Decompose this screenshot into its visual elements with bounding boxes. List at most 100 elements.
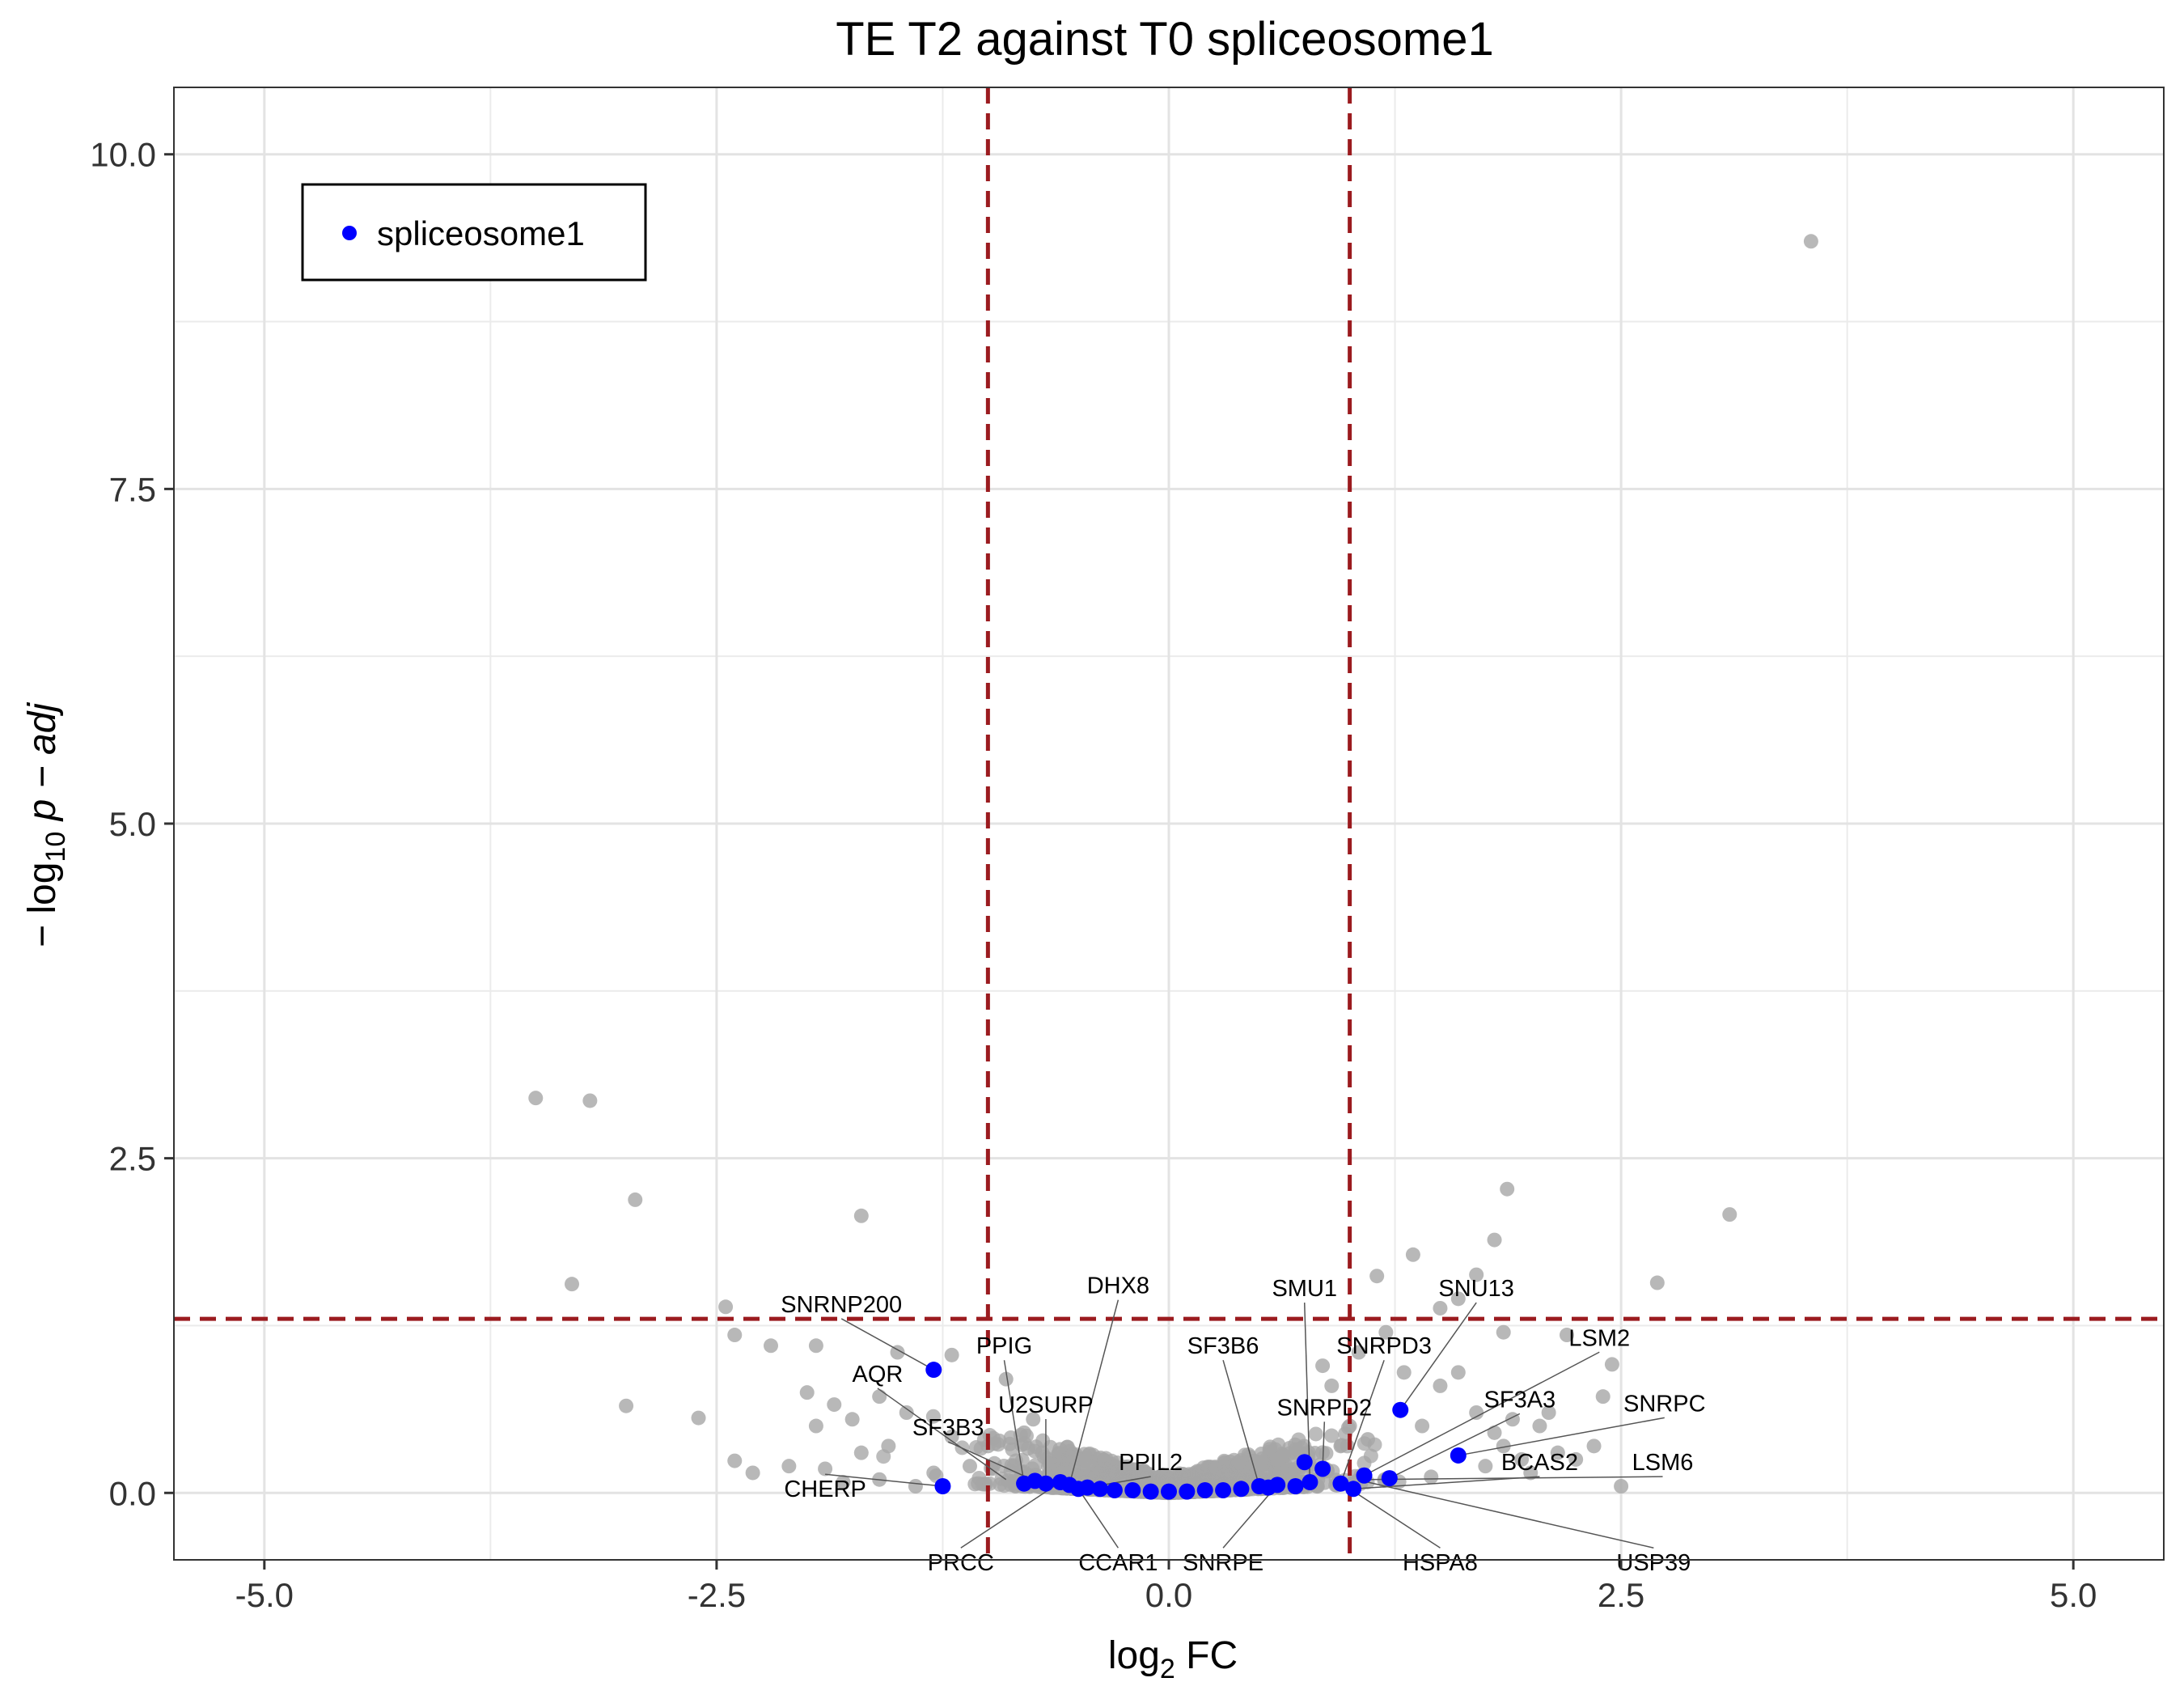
background-point [1496, 1438, 1511, 1454]
gene-label: U2SURP [998, 1392, 1094, 1418]
leader-line [1069, 1299, 1120, 1485]
background-point [727, 1328, 743, 1343]
background-point [1604, 1357, 1619, 1372]
spliceosome-point [1381, 1470, 1398, 1487]
background-point [1026, 1412, 1041, 1427]
spliceosome-point [1161, 1483, 1177, 1500]
background-point [1541, 1405, 1556, 1420]
background-point [1424, 1469, 1439, 1485]
y-axis-title: − log10 p − adj [21, 702, 71, 947]
x-axis-title-main: log [1108, 1634, 1160, 1677]
background-point [1333, 1438, 1348, 1454]
gene-label: SNRPD2 [1276, 1395, 1372, 1421]
spliceosome-point [1215, 1481, 1232, 1498]
gene-label: HSPA8 [1403, 1550, 1478, 1576]
background-point [1324, 1378, 1340, 1393]
background-point [872, 1389, 887, 1405]
background-point [1318, 1446, 1334, 1461]
legend-label: spliceosome1 [377, 214, 585, 252]
background-point [1614, 1479, 1629, 1494]
background-point [925, 1409, 941, 1424]
background-point [1649, 1275, 1665, 1290]
spliceosome-point [934, 1478, 951, 1494]
leader-line [947, 1441, 1035, 1482]
background-point [1469, 1267, 1484, 1282]
spliceosome-point [1302, 1474, 1318, 1491]
gene-label: AQR [853, 1362, 904, 1388]
background-point [1568, 1451, 1584, 1467]
background-point [1361, 1432, 1375, 1447]
background-point [1351, 1345, 1366, 1360]
gene-label: SMU1 [1272, 1276, 1337, 1302]
background-point [968, 1440, 984, 1455]
gene-label: PPIL2 [1119, 1450, 1183, 1476]
background-point [1270, 1451, 1285, 1467]
y-tick-label: 7.5 [109, 470, 156, 508]
spliceosome-points [925, 1362, 1467, 1500]
gene-label: LSM2 [1568, 1325, 1630, 1351]
gene-label: USP39 [1616, 1550, 1691, 1576]
background-point [853, 1208, 869, 1223]
gene-label: CCAR1 [1078, 1550, 1158, 1576]
background-point [565, 1277, 579, 1292]
leader-line [1303, 1303, 1311, 1483]
leader-line [1367, 1476, 1663, 1481]
leader-line [1222, 1359, 1260, 1487]
background-point [881, 1438, 896, 1454]
legend: spliceosome1 [301, 183, 647, 282]
leader-line [1340, 1359, 1385, 1484]
leader-line [960, 1481, 1061, 1549]
background-point [908, 1479, 923, 1494]
label-leader-lines [825, 1299, 1665, 1549]
leader-line [1367, 1481, 1654, 1549]
gene-label: SF3B6 [1187, 1333, 1259, 1359]
background-point [818, 1461, 833, 1477]
background-point [1342, 1418, 1357, 1434]
background-point [1363, 1448, 1378, 1464]
spliceosome-point [1179, 1483, 1196, 1500]
background-point [1586, 1438, 1602, 1454]
background-point [1236, 1459, 1251, 1474]
background-point [1308, 1426, 1323, 1442]
background-point [1469, 1405, 1484, 1420]
background-point [836, 1475, 851, 1490]
spliceosome-point [1450, 1447, 1467, 1464]
background-point [1722, 1207, 1737, 1222]
background-point [1514, 1451, 1530, 1467]
spliceosome-point [1269, 1477, 1286, 1494]
legend-box [301, 183, 647, 282]
leader-line [1458, 1417, 1665, 1456]
spliceosome-point [1124, 1481, 1141, 1498]
y-tick-label: 0.0 [109, 1474, 156, 1512]
y-tick-label: 10.0 [90, 136, 156, 174]
y-axis-title-subscript: 10 [40, 832, 71, 862]
background-point [1324, 1428, 1340, 1443]
background-point [1595, 1389, 1610, 1405]
background-point [890, 1345, 905, 1360]
background-point [926, 1465, 942, 1481]
y-axis-ticks: 0.0 2.5 5.0 7.5 10.0 [90, 136, 174, 1512]
background-point [1478, 1459, 1493, 1474]
leader-line [840, 1318, 934, 1371]
y-tick-label: 2.5 [109, 1140, 156, 1178]
background-point [1017, 1425, 1032, 1440]
leader-line [1364, 1351, 1600, 1477]
chart-title: TE T2 against T0 spliceosome1 [836, 13, 1494, 66]
background-point [1035, 1445, 1050, 1460]
gene-label: SNRPD3 [1336, 1333, 1432, 1359]
background-point [691, 1410, 706, 1426]
background-point [1315, 1358, 1331, 1374]
gene-label: PPIG [976, 1333, 1032, 1359]
spliceosome-point [1287, 1478, 1304, 1494]
gene-label: SF3A3 [1484, 1387, 1556, 1413]
x-tick-label: 0.0 [1145, 1576, 1192, 1614]
gene-label: LSM6 [1632, 1450, 1694, 1476]
background-point [1369, 1269, 1385, 1284]
spliceosome-point [1345, 1481, 1362, 1498]
background-point [1061, 1449, 1077, 1464]
background-point [808, 1338, 823, 1354]
background-point [1415, 1418, 1430, 1434]
spliceosome-point [1296, 1454, 1313, 1471]
background-point [944, 1347, 959, 1362]
spliceosome-point [1356, 1467, 1373, 1484]
